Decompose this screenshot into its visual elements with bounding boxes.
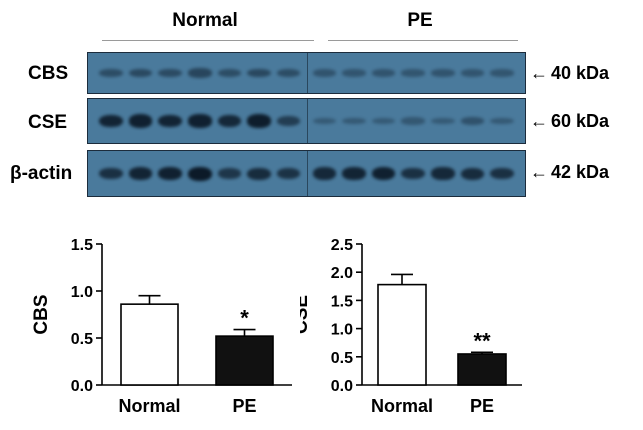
band-cbs-4 xyxy=(187,68,212,78)
beta-actin-blot xyxy=(87,150,526,197)
lane-divider xyxy=(306,151,308,196)
group-line-pe xyxy=(328,40,518,41)
band-cbs-2 xyxy=(128,68,153,78)
y-tick-label: 0.5 xyxy=(331,350,353,367)
band-actin-11 xyxy=(401,167,426,180)
lane-divider xyxy=(306,53,308,93)
beta-actin-marker: ← 42 kDa xyxy=(530,162,609,183)
group-line-normal xyxy=(102,40,314,41)
y-axis-label: CSE xyxy=(300,295,312,334)
x-tick-label: Normal xyxy=(118,396,180,416)
band-cbs-6 xyxy=(247,68,271,78)
row-label-cbs: CBS xyxy=(28,63,69,84)
band-cse-10 xyxy=(371,117,396,125)
band-cbs-12 xyxy=(431,69,455,77)
row-label-cse: CSE xyxy=(28,112,68,133)
band-cbs-1 xyxy=(99,68,123,78)
y-tick-label: 1.5 xyxy=(331,293,353,310)
group-label-pe: PE xyxy=(407,10,433,31)
cbs-marker-label: 40 kDa xyxy=(551,63,610,83)
band-cbs-3 xyxy=(158,68,182,78)
band-cse-8 xyxy=(312,117,337,125)
band-actin-3 xyxy=(158,166,182,181)
band-cbs-9 xyxy=(342,69,366,77)
row-label-beta-actin: β-actin xyxy=(10,163,73,184)
bar-pe xyxy=(457,353,507,386)
cbs-blot xyxy=(87,52,526,94)
band-cbs-11 xyxy=(401,69,426,77)
y-tick-label: 0.5 xyxy=(71,331,93,348)
cse-marker: ← 60 kDa xyxy=(530,111,609,132)
group-label-normal: Normal xyxy=(172,10,238,31)
y-tick-label: 2.5 xyxy=(331,237,353,254)
band-cse-14 xyxy=(490,117,514,125)
band-cse-2 xyxy=(128,114,153,128)
bar-pe xyxy=(215,335,274,386)
lane-divider xyxy=(306,99,308,143)
band-cbs-7 xyxy=(276,68,301,78)
band-actin-9 xyxy=(342,167,366,180)
significance-marker: ** xyxy=(473,328,491,353)
y-tick-label: 1.0 xyxy=(331,322,353,339)
y-tick-label: 0.0 xyxy=(71,378,93,395)
band-cse-9 xyxy=(342,117,366,125)
band-cbs-13 xyxy=(460,69,485,77)
band-actin-6 xyxy=(247,167,271,180)
cbs-marker: ← 40 kDa xyxy=(530,63,609,84)
y-tick-label: 1.0 xyxy=(71,284,93,301)
band-cse-1 xyxy=(99,114,123,128)
bar-normal xyxy=(120,303,179,386)
band-actin-10 xyxy=(371,166,396,181)
band-cbs-10 xyxy=(371,69,396,77)
cse-bar-chart: 0.0 0.5 1.0 1.5 2.0 2.5 CSE Normal PE ** xyxy=(300,237,522,416)
band-actin-7 xyxy=(276,167,301,180)
beta-actin-marker-label: 42 kDa xyxy=(551,162,610,182)
band-actin-1 xyxy=(99,167,123,180)
band-actin-14 xyxy=(490,167,514,180)
x-tick-label: Normal xyxy=(371,396,433,416)
bar-normal xyxy=(377,283,427,386)
y-tick-label: 0.0 xyxy=(331,378,353,395)
band-cse-7 xyxy=(276,116,301,126)
band-actin-2 xyxy=(128,167,153,180)
y-axis-label: CBS xyxy=(31,294,52,334)
band-cbs-14 xyxy=(490,69,514,77)
cse-blot xyxy=(87,98,526,144)
arrow-left-icon: ← xyxy=(530,63,548,83)
y-tick-label: 1.5 xyxy=(71,237,93,254)
cbs-bar-chart: 0.0 0.5 1.0 1.5 CBS Normal PE * xyxy=(31,237,292,416)
y-tick-label: 2.0 xyxy=(331,265,353,282)
band-cbs-5 xyxy=(217,68,242,78)
band-actin-5 xyxy=(217,168,242,179)
arrow-left-icon: ← xyxy=(530,111,548,131)
significance-marker: * xyxy=(240,306,249,331)
arrow-left-icon: ← xyxy=(530,162,548,182)
band-actin-13 xyxy=(460,167,485,180)
band-actin-8 xyxy=(312,167,337,180)
band-cse-6 xyxy=(247,114,271,128)
band-cse-12 xyxy=(431,117,455,125)
band-cse-11 xyxy=(401,117,426,125)
band-cbs-8 xyxy=(312,69,337,77)
band-cse-5 xyxy=(217,114,242,128)
x-tick-label: PE xyxy=(470,396,494,416)
band-cse-13 xyxy=(460,117,485,125)
band-actin-4 xyxy=(187,166,212,181)
x-tick-label: PE xyxy=(232,396,256,416)
band-actin-12 xyxy=(431,167,455,180)
cse-marker-label: 60 kDa xyxy=(551,111,610,131)
band-cse-3 xyxy=(158,114,182,128)
band-cse-4 xyxy=(187,114,212,128)
